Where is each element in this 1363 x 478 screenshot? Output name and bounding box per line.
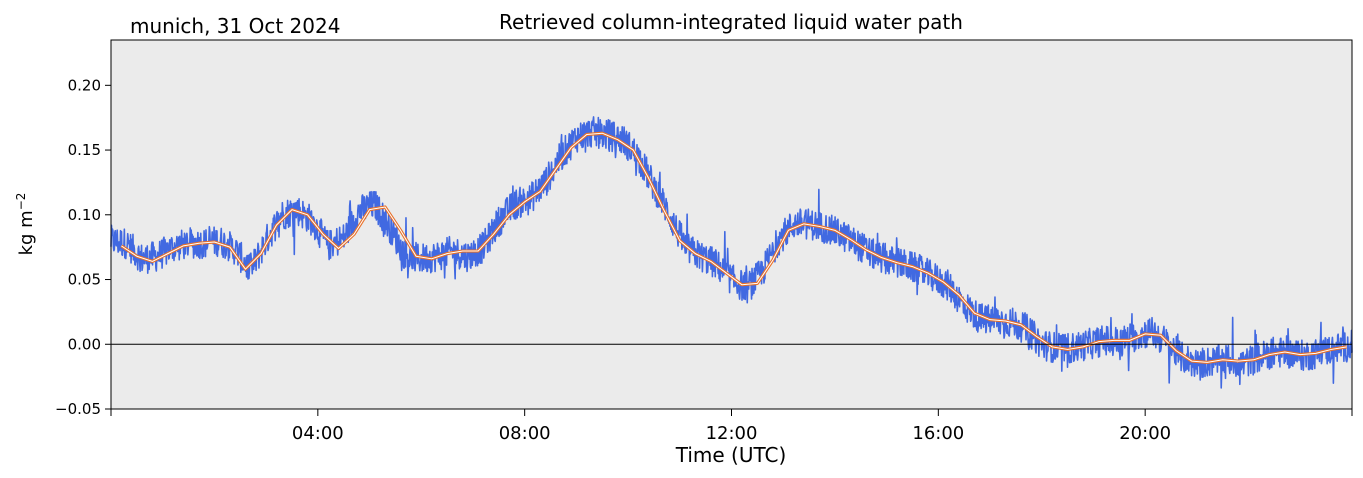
- y-tick-label: 0.05: [68, 271, 101, 289]
- y-axis-label-exponent: −2: [14, 193, 28, 211]
- smoothed-series-highlight: [121, 132, 1347, 363]
- x-tick-label: 20:00: [1119, 423, 1171, 444]
- chart-title: Retrieved column-integrated liquid water…: [499, 10, 963, 34]
- plot-area: [111, 40, 1352, 409]
- series-layer: [110, 116, 1353, 389]
- y-axis: −0.05 0.00 0.05 0.10 0.15 0.20: [55, 76, 111, 418]
- x-tick-label: 12:00: [706, 423, 758, 444]
- x-tick-label: 04:00: [292, 423, 344, 444]
- y-tick-label: 0.15: [68, 141, 101, 159]
- x-axis-label: Time (UTC): [675, 443, 787, 467]
- x-axis: 04:00 08:00 12:00 16:00 20:00: [110, 409, 1353, 444]
- y-tick-label: 0.00: [68, 335, 101, 353]
- y-tick-label: −0.05: [55, 400, 101, 418]
- y-tick-label: 0.10: [68, 206, 101, 224]
- y-axis-label: kg m−2: [14, 193, 37, 256]
- location-date-label: munich, 31 Oct 2024: [130, 14, 340, 38]
- y-axis-label-unit: kg m: [16, 210, 37, 255]
- x-tick-label: 16:00: [912, 423, 964, 444]
- y-tick-label: 0.20: [68, 76, 101, 94]
- raw-series-line: [110, 116, 1353, 389]
- x-tick-label: 08:00: [499, 423, 551, 444]
